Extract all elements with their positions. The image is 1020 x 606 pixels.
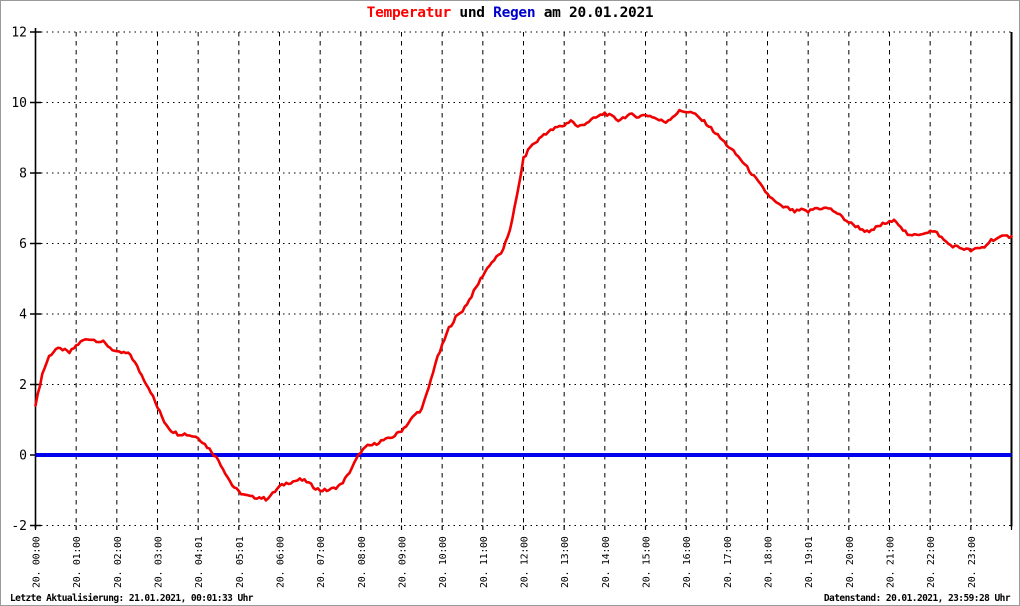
- x-tick-label: 20. 01:00: [72, 536, 83, 588]
- x-tick-label: 20. 22:00: [926, 536, 937, 588]
- title-rain: Regen: [493, 5, 536, 21]
- y-tick-label: 6: [19, 237, 27, 252]
- x-tick-label: 20. 15:00: [642, 536, 653, 588]
- x-tick-label: 20. 23:00: [967, 536, 978, 588]
- x-tick-label: 20. 16:00: [682, 536, 693, 588]
- y-tick-label: 10: [11, 96, 27, 111]
- x-tick-label: 20. 20:00: [845, 536, 856, 588]
- x-tick-labels: 20. 00:00 20. 01:00 20. 02:00 20. 03:00 20. …: [32, 536, 978, 588]
- x-tick-label: 20. 13:00: [560, 536, 571, 588]
- title-date: am 20.01.2021: [535, 5, 654, 21]
- y-tick-label: 0: [19, 449, 27, 464]
- y-tick-label: 12: [11, 26, 27, 41]
- x-axis-ticks: [34, 525, 1013, 530]
- chart-title: Temperatur und Regen am 20.01.2021: [1, 4, 1019, 22]
- x-tick-label: 20. 02:00: [113, 536, 124, 588]
- temperature-line: [34, 108, 1013, 502]
- x-tick-label: 20. 03:00: [154, 536, 165, 588]
- x-tick-label: 20. 06:00: [276, 536, 287, 588]
- x-tick-label: 20. 07:00: [316, 536, 327, 588]
- y-tick-label: 8: [19, 167, 27, 182]
- last-update-text: Letzte Aktualisierung: 21.01.2021, 00:01…: [10, 593, 254, 604]
- x-tick-label: 20. 12:00: [520, 536, 531, 588]
- y-tick-label: 2: [19, 378, 27, 393]
- x-tick-label: 20. 05:01: [235, 536, 246, 588]
- title-temperature: Temperatur: [366, 5, 452, 21]
- x-tick-label: 20. 08:00: [357, 536, 368, 588]
- x-tick-label: 20. 18:00: [764, 536, 775, 588]
- y-tick-label: 4: [19, 308, 27, 323]
- y-tick-labels: 12 10 8 6 4 2 0 -2: [11, 26, 27, 535]
- y-tick-label: -2: [11, 519, 27, 534]
- x-tick-label: 20. 11:00: [479, 536, 490, 588]
- x-tick-label: 20. 21:00: [886, 536, 897, 588]
- x-tick-label: 20. 19:01: [804, 536, 815, 588]
- x-tick-label: 20. 10:00: [438, 536, 449, 588]
- x-tick-label: 20. 09:00: [398, 536, 409, 588]
- x-tick-label: 20. 14:00: [601, 536, 612, 588]
- data-timestamp-text: Datenstand: 20.01.2021, 23:59:28 Uhr: [823, 593, 1011, 604]
- x-gridlines: [75, 32, 972, 526]
- x-tick-label: 20. 04:01: [194, 536, 205, 588]
- title-und: und: [450, 5, 494, 21]
- x-tick-label: 20. 17:00: [723, 536, 734, 588]
- x-tick-label: 20. 00:00: [32, 536, 43, 588]
